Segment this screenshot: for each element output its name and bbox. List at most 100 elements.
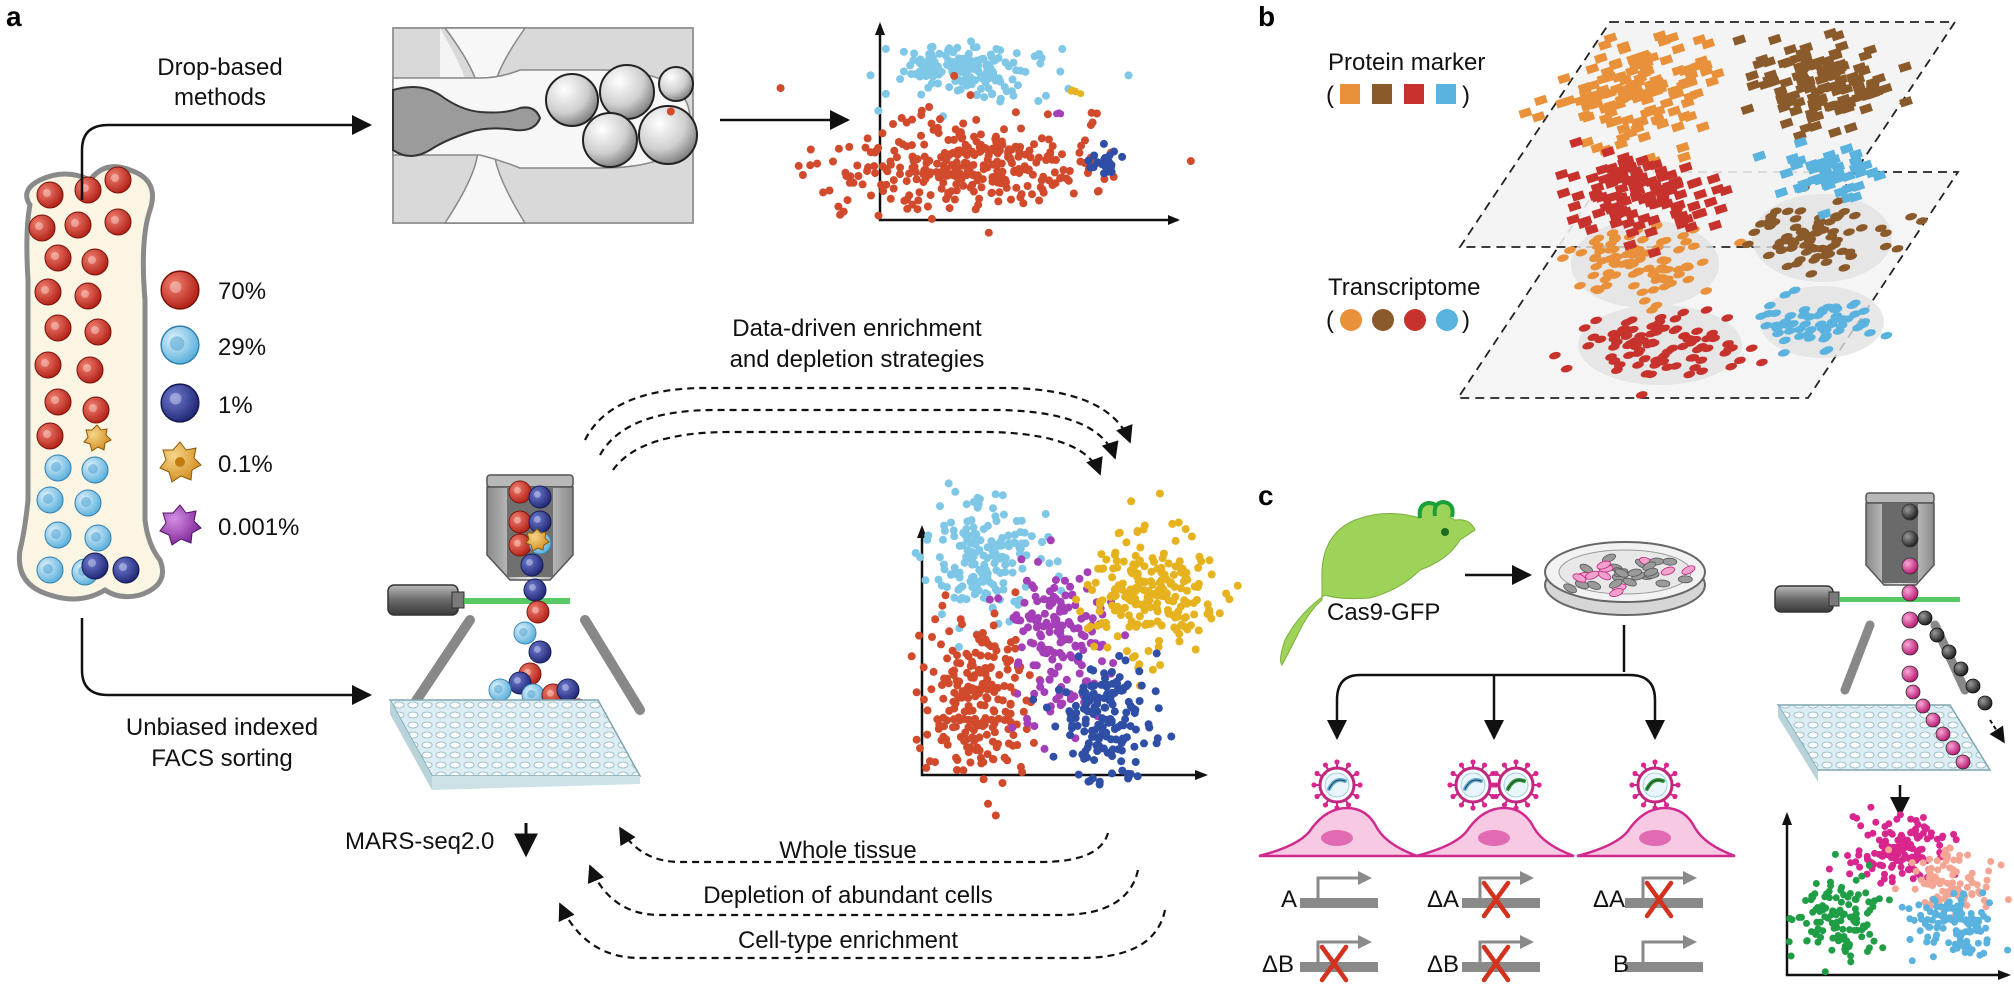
scatter1-point [945, 204, 954, 213]
panel-a-label: a [6, 1, 22, 32]
gene-knockout-icon [1300, 935, 1378, 983]
transcriptome-point [1628, 282, 1640, 290]
scatter1-point [776, 84, 785, 93]
scatter1-point [886, 194, 895, 203]
transcriptome-point [1677, 232, 1689, 240]
scatter2-point [1181, 613, 1190, 622]
scatter2-point [1000, 682, 1009, 690]
protein-marker-point [1580, 136, 1595, 148]
scatter3-point [1827, 878, 1834, 886]
scatter2-point [1111, 585, 1119, 594]
protein-marker-point [1814, 96, 1829, 108]
scatter2-point [1045, 559, 1054, 568]
protein-marker-point [1621, 217, 1636, 229]
scatter2-point [940, 526, 949, 535]
scatter1-point [1017, 190, 1026, 199]
scatter2-point [923, 730, 932, 739]
transcriptome-point [1835, 315, 1848, 324]
protein-marker-point [1644, 226, 1659, 238]
scatter2-point [938, 681, 946, 689]
scatter1-point [1037, 176, 1046, 185]
scatter2-point [1101, 674, 1109, 683]
transcriptome-point [1823, 218, 1836, 226]
scatter2-point [1056, 701, 1065, 710]
dish-cell [1660, 566, 1676, 576]
scatter2-point [1123, 680, 1132, 689]
scatter1-point [1124, 71, 1133, 80]
scatter1-point [987, 188, 996, 197]
transcriptome-point [1659, 236, 1672, 245]
scatter2-point [994, 594, 1003, 603]
protein-marker-point [1684, 221, 1698, 233]
scatter2-point [1099, 744, 1108, 753]
dish-cell [1563, 583, 1577, 594]
scatter1-point [950, 135, 958, 144]
gene-active-icon [1625, 935, 1703, 972]
scatter2-point [1144, 720, 1153, 729]
scatter1-point [894, 138, 903, 146]
scatter3-point [1856, 863, 1864, 871]
scatter2-point [1022, 576, 1031, 585]
scatter3-point [1833, 918, 1841, 926]
scatter2-point [981, 678, 990, 687]
facs-label-line2: FACS sorting [151, 745, 292, 772]
scatter1-point [853, 161, 862, 170]
scatter2-point [1050, 649, 1059, 657]
transcriptome-point [1848, 299, 1861, 308]
protein-marker-label: Protein marker [1328, 49, 1485, 76]
scatter3-point [1898, 869, 1906, 877]
scatter1-point [1009, 58, 1018, 67]
scatter3-point [1897, 863, 1905, 871]
scatter3-point [1949, 865, 1957, 873]
protein-marker-point [1675, 141, 1690, 154]
scatter3-point [1910, 916, 1918, 924]
scatter3-point [1911, 885, 1919, 893]
scatter1-point [984, 228, 993, 237]
protein-marker-point [1824, 158, 1839, 170]
scatter2-point [961, 728, 970, 737]
protein-marker-point [1620, 114, 1635, 126]
scatter2-point [1233, 581, 1242, 590]
scatter1-point [1086, 121, 1095, 130]
scatter2-point [1066, 709, 1075, 718]
transcriptome-point [1602, 269, 1615, 277]
scatter1-point [889, 120, 897, 128]
scatter2-point [1102, 555, 1111, 564]
scatter2-point [973, 493, 982, 502]
scatter1-point [942, 164, 951, 173]
scatter3-point [1962, 928, 1969, 936]
scatter2-point [949, 697, 958, 706]
enrich-label-line2: and depletion strategies [730, 346, 985, 373]
protein-marker-point [1779, 76, 1794, 89]
scatter2-point [992, 646, 1001, 655]
scatter2-point [924, 531, 933, 540]
protein-marker-point [1713, 203, 1728, 215]
protein-marker-point [1710, 68, 1725, 80]
sorted-cell [528, 510, 552, 534]
gene-knockout-icon [1625, 871, 1703, 919]
scatter2-point [941, 591, 950, 600]
scatter3-point [1905, 905, 1913, 913]
scatter3-point [1855, 847, 1863, 855]
protein-marker-point [1706, 173, 1721, 185]
sorted-cell [513, 621, 537, 645]
protein-marker-point [1689, 88, 1704, 100]
protein-marker-point [1607, 168, 1622, 180]
bone-red-cell [44, 388, 72, 416]
scatter1-point [1007, 195, 1015, 204]
scatter2-point [973, 580, 982, 589]
protein-marker-point [1843, 122, 1858, 134]
scatter2-point [1091, 578, 1100, 587]
scatter3-point [1956, 880, 1964, 888]
transcriptome-point [1638, 355, 1651, 363]
scatter1-point [819, 188, 828, 197]
scatter1-point [854, 172, 863, 180]
scatter1-point [955, 130, 964, 139]
transcriptome-point [1825, 243, 1838, 251]
transcriptome-point [1820, 258, 1833, 267]
scatter2-point [959, 715, 968, 723]
scatter2-point [1067, 653, 1076, 662]
transcriptome-point [1648, 268, 1660, 276]
scatter2-point [1110, 725, 1119, 733]
transcriptome-point [1784, 237, 1796, 245]
